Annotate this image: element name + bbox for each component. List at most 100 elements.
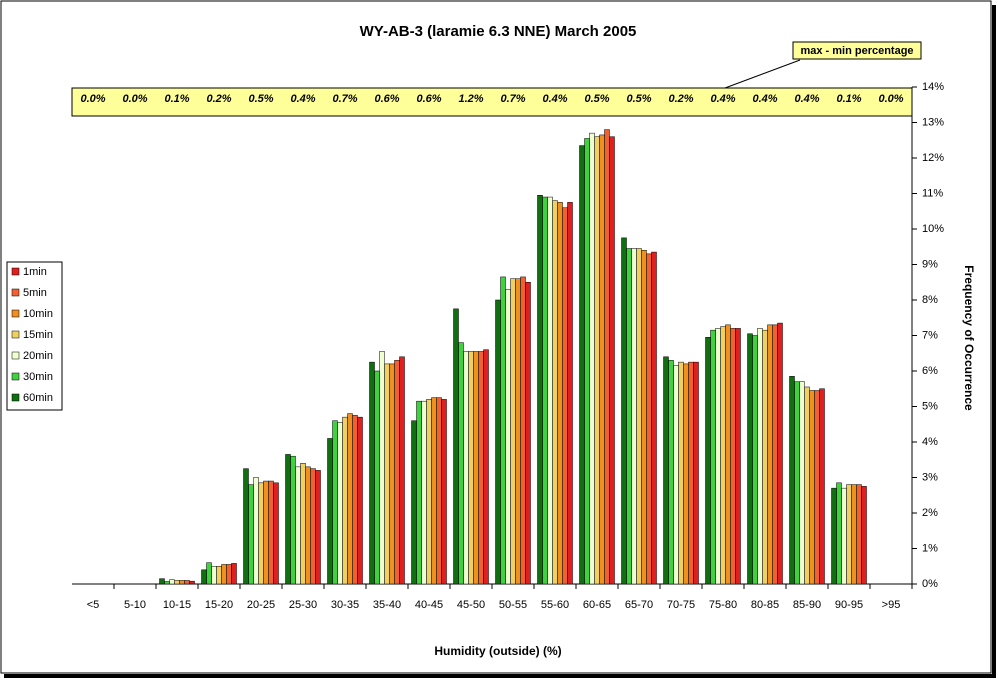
y-tick-label: 10% bbox=[922, 223, 944, 235]
bar bbox=[683, 363, 689, 585]
range-label: 0.0% bbox=[122, 93, 147, 105]
x-tick-label: 15-20 bbox=[205, 599, 233, 611]
bar bbox=[579, 145, 585, 585]
x-tick-label: 40-45 bbox=[415, 599, 443, 611]
bar bbox=[789, 376, 795, 585]
bar bbox=[295, 466, 301, 585]
bar bbox=[584, 138, 590, 585]
range-label: 0.5% bbox=[626, 93, 651, 105]
bar bbox=[458, 342, 464, 585]
bar bbox=[394, 360, 400, 585]
legend-swatch bbox=[11, 330, 20, 339]
bar bbox=[164, 581, 170, 585]
range-label: 0.6% bbox=[416, 93, 441, 105]
bar bbox=[184, 580, 190, 585]
x-tick-label: 85-90 bbox=[793, 599, 821, 611]
x-tick-label: 5-10 bbox=[124, 599, 146, 611]
bar bbox=[678, 361, 684, 585]
x-tick-label: 70-75 bbox=[667, 599, 695, 611]
bar bbox=[725, 324, 731, 585]
legend-label: 15min bbox=[23, 329, 53, 341]
bar bbox=[179, 580, 185, 585]
bar bbox=[730, 328, 736, 585]
bar bbox=[431, 397, 437, 585]
y-tick-label: 3% bbox=[922, 471, 938, 483]
bar bbox=[646, 253, 652, 585]
x-tick-label: 20-25 bbox=[247, 599, 275, 611]
x-axis-title: Humidity (outside) (%) bbox=[434, 644, 561, 658]
bar bbox=[263, 480, 269, 585]
bar bbox=[794, 381, 800, 585]
y-tick-label: 11% bbox=[922, 187, 943, 199]
bar bbox=[310, 468, 316, 585]
bar bbox=[814, 390, 820, 585]
y-tick-label: 7% bbox=[922, 329, 938, 341]
y-tick-label: 4% bbox=[922, 436, 938, 448]
bar bbox=[777, 322, 783, 585]
bar bbox=[159, 578, 165, 585]
y-tick-label: 8% bbox=[922, 294, 938, 306]
y-tick-label: 5% bbox=[922, 400, 938, 412]
range-label: 0.2% bbox=[668, 93, 693, 105]
legend-label: 10min bbox=[23, 308, 53, 320]
bar bbox=[374, 370, 380, 585]
y-tick-label: 1% bbox=[922, 542, 938, 554]
annotation-box bbox=[792, 41, 922, 60]
legend-swatch bbox=[11, 288, 20, 297]
bar bbox=[389, 363, 395, 585]
bar bbox=[589, 132, 595, 585]
x-tick-label: 10-15 bbox=[163, 599, 191, 611]
bar bbox=[221, 564, 227, 585]
range-label: 0.7% bbox=[500, 93, 525, 105]
bar bbox=[463, 351, 469, 585]
bar bbox=[441, 399, 447, 585]
bar bbox=[483, 349, 489, 585]
bar bbox=[201, 569, 207, 585]
y-tick-label: 9% bbox=[922, 258, 938, 270]
bar bbox=[636, 248, 642, 585]
bar bbox=[747, 333, 753, 585]
y-tick-label: 0% bbox=[922, 578, 938, 590]
bar bbox=[505, 289, 511, 585]
x-tick-label: >95 bbox=[882, 599, 901, 611]
bar bbox=[557, 202, 563, 585]
range-label: 1.2% bbox=[458, 93, 483, 105]
bar bbox=[809, 390, 815, 585]
bar bbox=[478, 351, 484, 585]
bar bbox=[772, 324, 778, 585]
bar bbox=[851, 484, 857, 585]
bar bbox=[710, 329, 716, 585]
bar bbox=[258, 482, 264, 585]
bar bbox=[621, 237, 627, 585]
y-tick-label: 6% bbox=[922, 365, 938, 377]
x-tick-label: 60-65 bbox=[583, 599, 611, 611]
legend-label: 60min bbox=[23, 392, 53, 404]
bar bbox=[668, 360, 674, 585]
legend-swatch bbox=[11, 393, 20, 402]
bar bbox=[211, 566, 217, 585]
bar bbox=[216, 566, 222, 585]
legend-label: 5min bbox=[23, 287, 47, 299]
bar bbox=[520, 276, 526, 585]
bar bbox=[436, 397, 442, 585]
x-tick-label: 55-60 bbox=[541, 599, 569, 611]
bar bbox=[856, 484, 862, 585]
bar bbox=[705, 337, 711, 585]
bar bbox=[552, 200, 558, 585]
range-label: 0.6% bbox=[374, 93, 399, 105]
legend-label: 20min bbox=[23, 350, 53, 362]
bar bbox=[663, 356, 669, 585]
y-axis-title: Frequency of Occurrence bbox=[962, 265, 976, 411]
range-label: 0.1% bbox=[836, 93, 861, 105]
bar bbox=[715, 328, 721, 585]
bar bbox=[332, 420, 338, 585]
bar bbox=[831, 487, 837, 585]
range-label: 0.7% bbox=[332, 93, 357, 105]
x-tick-label: 80-85 bbox=[751, 599, 779, 611]
x-tick-label: 25-30 bbox=[289, 599, 317, 611]
bar bbox=[757, 328, 763, 585]
bar bbox=[599, 134, 605, 585]
legend-swatch bbox=[11, 372, 20, 381]
bar bbox=[604, 129, 610, 585]
range-strip bbox=[71, 87, 913, 117]
